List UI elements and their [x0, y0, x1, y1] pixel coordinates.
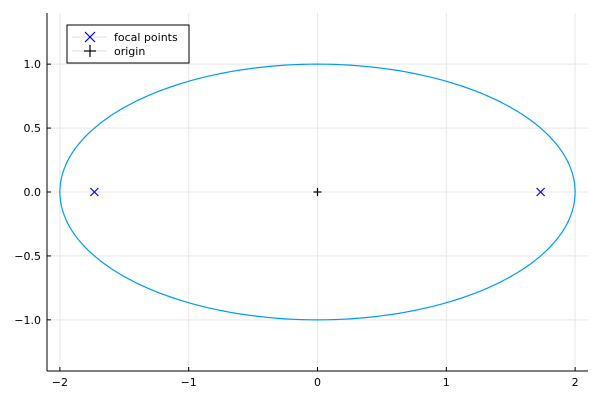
legend: focal points origin	[66, 24, 190, 64]
y-tick-label: 0.0	[24, 186, 42, 199]
legend-focal-label: focal points	[114, 31, 178, 44]
focal-point-marker	[536, 187, 546, 197]
x-tick-label: −1	[181, 376, 197, 389]
legend-origin-marker	[84, 45, 96, 57]
x-ticks: −2 −1 0 1 2	[52, 367, 579, 389]
y-tick-label: 0.5	[24, 122, 42, 135]
ellipse-curve	[59, 63, 576, 321]
x-tick-label: 0	[314, 376, 321, 389]
marker-stroke	[89, 187, 99, 197]
x-tick-label: 2	[572, 376, 579, 389]
legend-focal-marker	[84, 31, 96, 43]
y-ticks: −1.0 −0.5 0.0 0.5 1.0	[14, 58, 51, 327]
y-tick-label: 1.0	[24, 58, 42, 71]
y-tick-label: −1.0	[14, 314, 41, 327]
legend-box	[66, 24, 190, 64]
focal-point-marker	[89, 187, 99, 197]
x-tick-label: −2	[52, 376, 68, 389]
legend-origin-label: origin	[114, 45, 145, 58]
x-tick-label: 1	[443, 376, 450, 389]
origin-marker	[313, 188, 322, 196]
marker-stroke	[536, 187, 546, 197]
y-tick-label: −0.5	[14, 250, 41, 263]
series	[59, 63, 576, 321]
